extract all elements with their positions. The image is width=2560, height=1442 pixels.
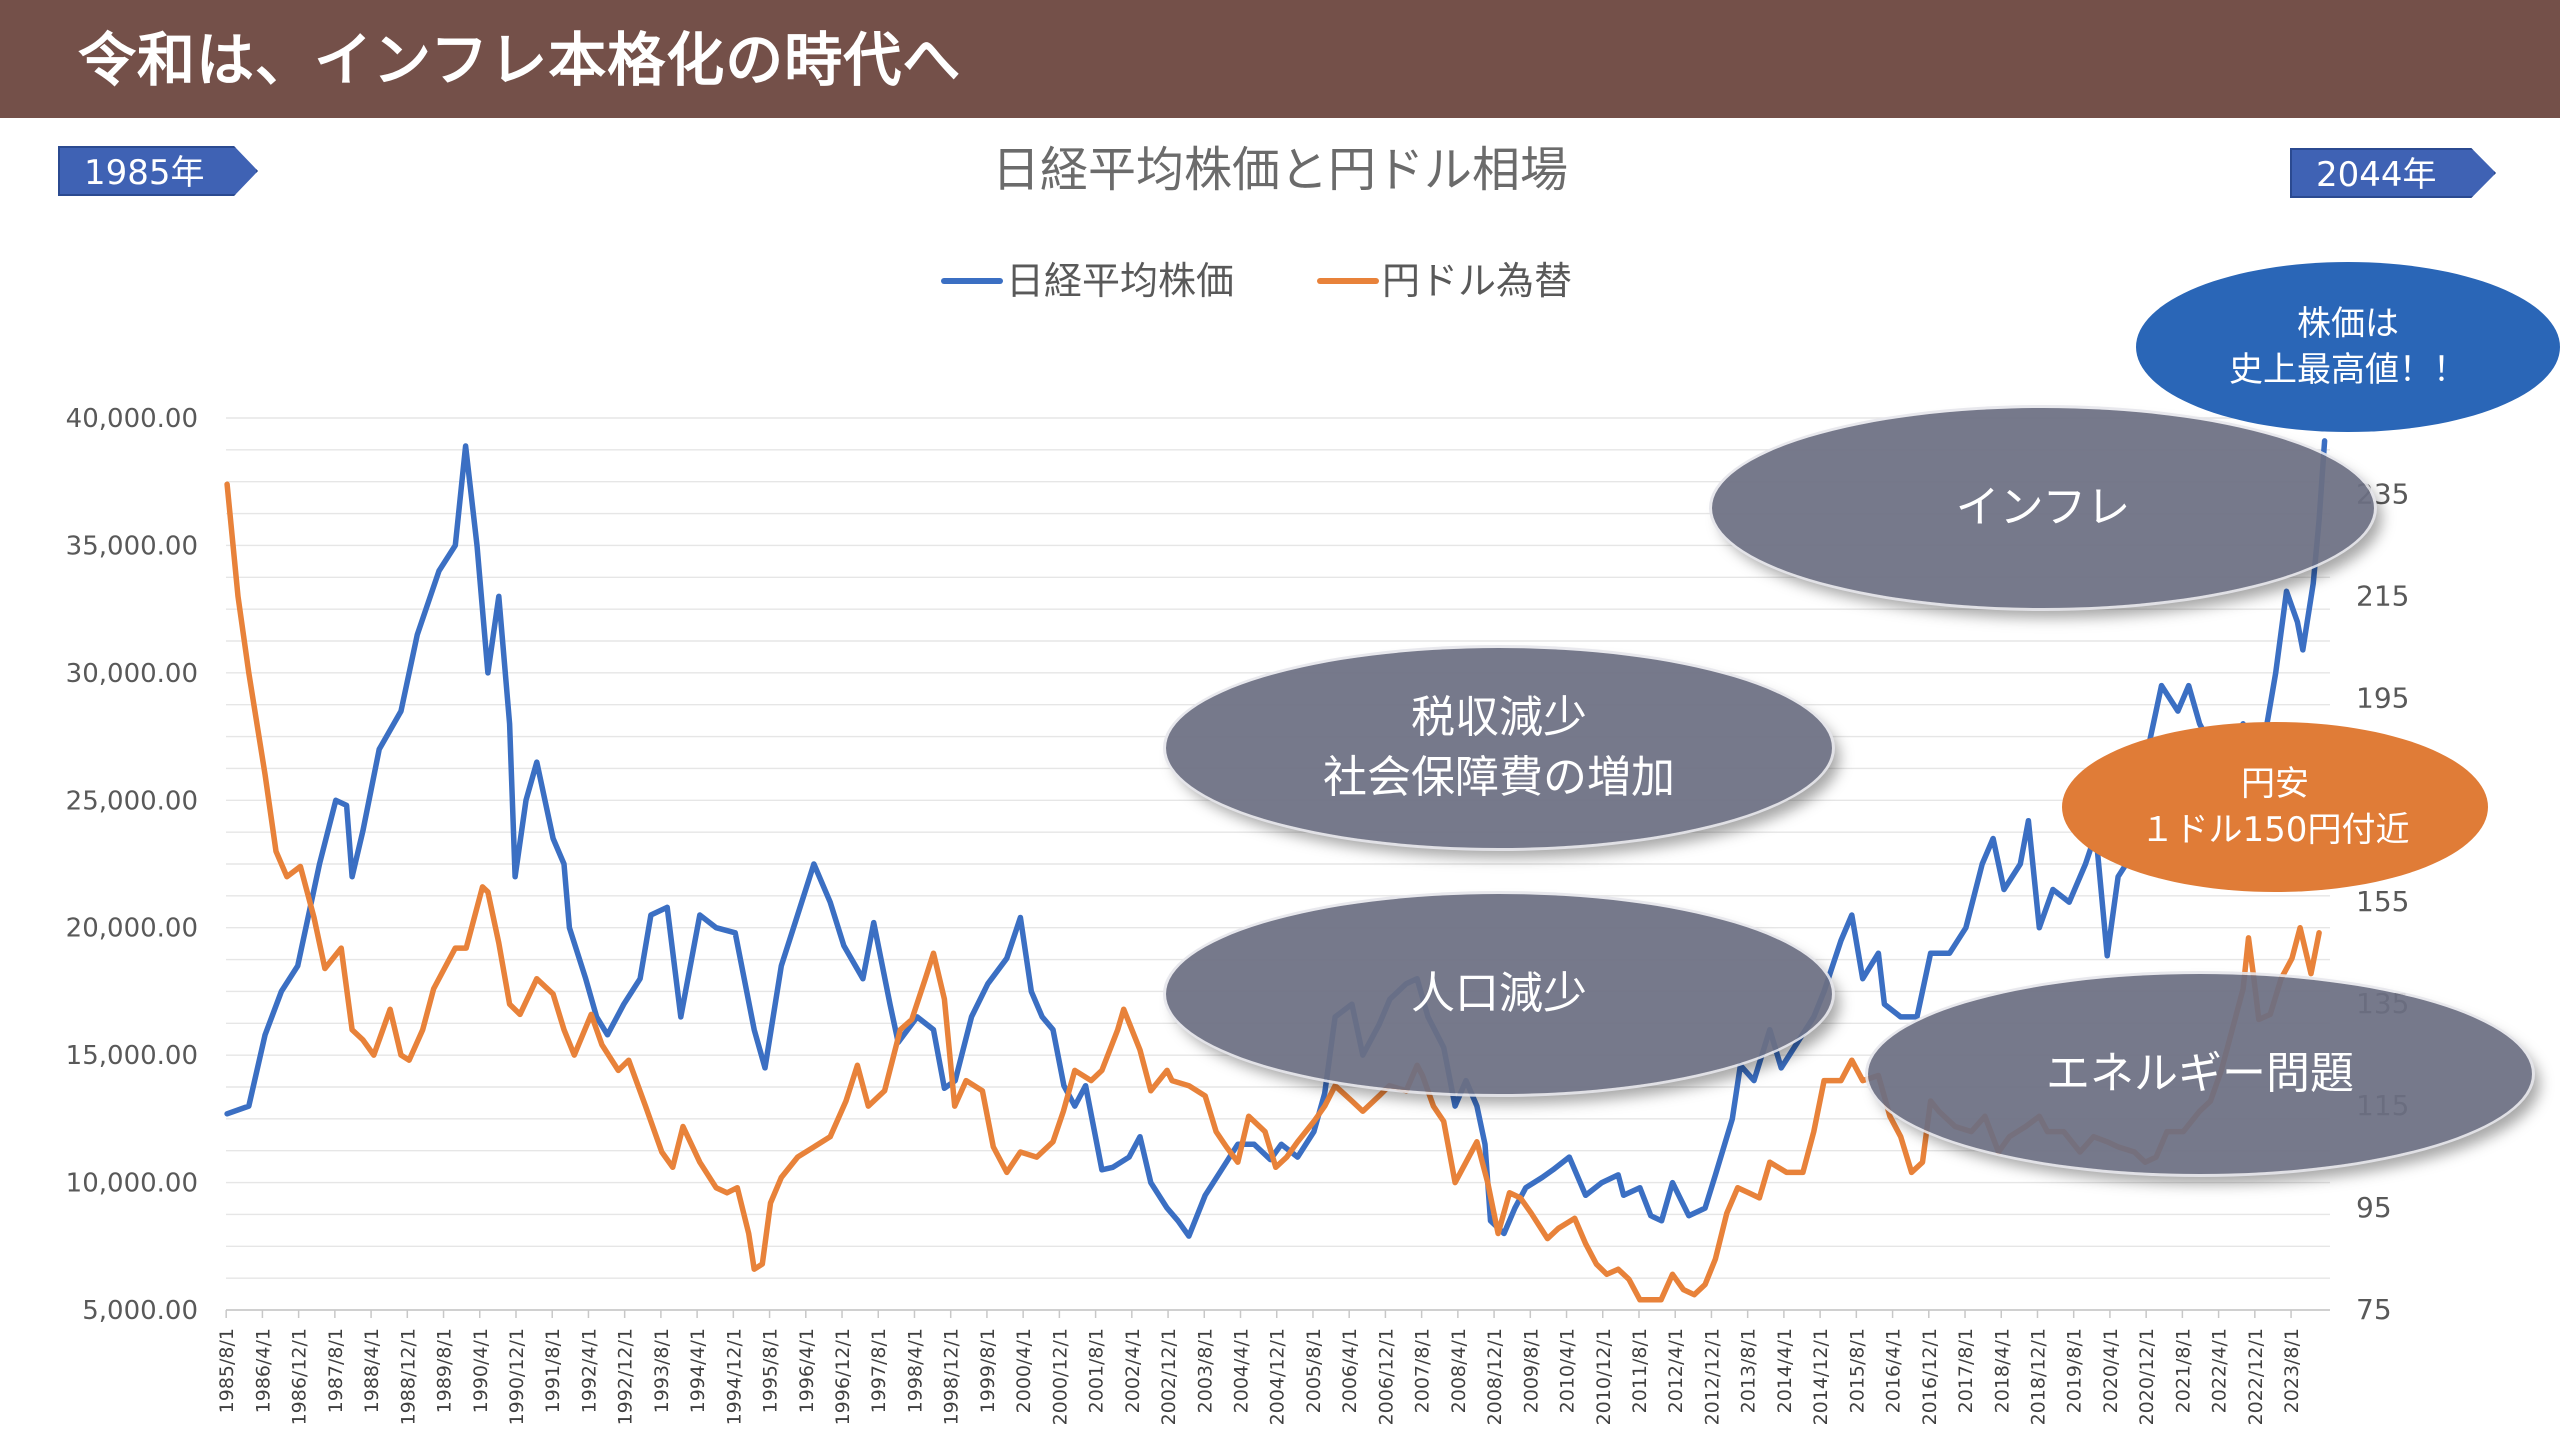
x-tick-label: 1990/4/1 bbox=[470, 1328, 492, 1413]
x-tick-label: 2013/8/1 bbox=[1738, 1328, 1760, 1413]
page-title: 令和は、インフレ本格化の時代へ bbox=[78, 26, 962, 94]
y-left-tick-label: 35,000.00 bbox=[66, 531, 198, 561]
x-tick-label: 2016/12/1 bbox=[1919, 1328, 1941, 1425]
x-tick-label: 2006/4/1 bbox=[1339, 1328, 1361, 1413]
x-tick-label: 2009/8/1 bbox=[1520, 1328, 1542, 1413]
x-tick-label: 1998/4/1 bbox=[904, 1328, 926, 1413]
x-tick-label: 2008/12/1 bbox=[1484, 1328, 1506, 1425]
x-tick-label: 1996/12/1 bbox=[832, 1328, 854, 1425]
x-tick-label: 2001/8/1 bbox=[1086, 1328, 1108, 1413]
x-tick-label: 2004/4/1 bbox=[1231, 1328, 1253, 1413]
callout-tax-social-security: 税収減少 社会保障費の増加 bbox=[1166, 648, 1832, 848]
x-tick-label: 2005/8/1 bbox=[1303, 1328, 1325, 1413]
x-tick-label: 2000/12/1 bbox=[1049, 1328, 1071, 1425]
x-tick-label: 1985/8/1 bbox=[216, 1328, 238, 1413]
y-right-tick-label: 155 bbox=[2356, 885, 2409, 918]
x-tick-label: 2007/8/1 bbox=[1412, 1328, 1434, 1413]
x-tick-label: 1993/8/1 bbox=[651, 1328, 673, 1413]
x-tick-label: 2018/12/1 bbox=[2027, 1328, 2049, 1425]
x-tick-label: 1994/4/1 bbox=[687, 1328, 709, 1413]
y-left-tick-label: 5,000.00 bbox=[82, 1296, 198, 1326]
x-tick-label: 1994/12/1 bbox=[723, 1328, 745, 1425]
x-tick-label: 2016/4/1 bbox=[1883, 1328, 1905, 1413]
x-tick-label: 1987/8/1 bbox=[325, 1328, 347, 1413]
y-left-tick-label: 10,000.00 bbox=[66, 1169, 198, 1199]
x-tick-label: 2020/4/1 bbox=[2100, 1328, 2122, 1413]
y-right-tick-label: 75 bbox=[2356, 1293, 2392, 1326]
x-tick-label: 2002/12/1 bbox=[1158, 1328, 1180, 1425]
x-tick-label: 1986/4/1 bbox=[252, 1328, 274, 1413]
x-tick-label: 2012/12/1 bbox=[1701, 1328, 1723, 1425]
x-tick-label: 1990/12/1 bbox=[506, 1328, 528, 1425]
x-tick-label: 2010/4/1 bbox=[1557, 1328, 1579, 1413]
callout-population-decline: 人口減少 bbox=[1166, 894, 1832, 1094]
x-tick-label: 2018/4/1 bbox=[1991, 1328, 2013, 1413]
y-left-tick-label: 40,000.00 bbox=[66, 404, 198, 434]
x-tick-label: 2000/4/1 bbox=[1013, 1328, 1035, 1413]
callout-inflation: インフレ bbox=[1712, 408, 2374, 608]
chart-title: 日経平均株価と円ドル相場 bbox=[992, 142, 1568, 198]
x-tick-label: 2006/12/1 bbox=[1375, 1328, 1397, 1425]
x-tick-label: 1992/4/1 bbox=[578, 1328, 600, 1413]
x-tick-label: 1996/4/1 bbox=[796, 1328, 818, 1413]
x-tick-label: 2021/8/1 bbox=[2172, 1328, 2194, 1413]
y-left-tick-label: 15,000.00 bbox=[66, 1041, 198, 1071]
start-year-tag: 1985年 bbox=[58, 146, 258, 196]
x-tick-label: 1999/8/1 bbox=[977, 1328, 999, 1413]
y-left-tick-label: 20,000.00 bbox=[66, 914, 198, 944]
x-tick-label: 2022/12/1 bbox=[2245, 1328, 2267, 1425]
x-tick-label: 1998/12/1 bbox=[941, 1328, 963, 1425]
x-tick-label: 2017/8/1 bbox=[1955, 1328, 1977, 1413]
y-right-tick-label: 195 bbox=[2356, 681, 2409, 714]
callout-weak-yen: 円安 １ドル150円付近 bbox=[2062, 722, 2488, 892]
x-tick-label: 1988/12/1 bbox=[397, 1328, 419, 1425]
x-tick-label: 2010/12/1 bbox=[1593, 1328, 1615, 1425]
x-tick-label: 2003/8/1 bbox=[1194, 1328, 1216, 1413]
x-tick-label: 2019/8/1 bbox=[2064, 1328, 2086, 1413]
x-tick-label: 2014/4/1 bbox=[1774, 1328, 1796, 1413]
x-tick-label: 2011/8/1 bbox=[1629, 1328, 1651, 1413]
x-tick-label: 1992/12/1 bbox=[615, 1328, 637, 1425]
callout-energy-problem: エネルギー問題 bbox=[1868, 974, 2532, 1174]
x-tick-label: 1989/8/1 bbox=[434, 1328, 456, 1413]
callout-stock-record-high: 株価は 史上最高値！！ bbox=[2136, 262, 2560, 432]
x-tick-label: 2015/8/1 bbox=[1846, 1328, 1868, 1413]
x-tick-label: 1997/8/1 bbox=[868, 1328, 890, 1413]
end-year-tag: 2044年 bbox=[2290, 148, 2496, 198]
x-tick-label: 2008/4/1 bbox=[1448, 1328, 1470, 1413]
x-tick-label: 2022/4/1 bbox=[2209, 1328, 2231, 1413]
y-left-tick-label: 30,000.00 bbox=[66, 659, 198, 689]
y-right-tick-label: 95 bbox=[2356, 1191, 2392, 1224]
x-tick-label: 1991/8/1 bbox=[542, 1328, 564, 1413]
header-bar: 令和は、インフレ本格化の時代へ bbox=[0, 0, 2560, 118]
x-tick-label: 2020/12/1 bbox=[2136, 1328, 2158, 1425]
legend-label-nikkei: 日経平均株価 bbox=[1006, 259, 1234, 303]
y-right-tick-label: 215 bbox=[2356, 579, 2409, 612]
x-tick-label: 1986/12/1 bbox=[289, 1328, 311, 1425]
y-left-tick-label: 25,000.00 bbox=[66, 786, 198, 816]
x-tick-label: 2002/4/1 bbox=[1122, 1328, 1144, 1413]
x-tick-label: 2012/4/1 bbox=[1665, 1328, 1687, 1413]
x-tick-label: 1988/4/1 bbox=[361, 1328, 383, 1413]
x-tick-label: 1995/8/1 bbox=[760, 1328, 782, 1413]
x-tick-label: 2023/8/1 bbox=[2281, 1328, 2303, 1413]
legend-label-usdjpy: 円ドル為替 bbox=[1382, 259, 1572, 303]
x-tick-label: 2004/12/1 bbox=[1267, 1328, 1289, 1425]
x-tick-label: 2014/12/1 bbox=[1810, 1328, 1832, 1425]
